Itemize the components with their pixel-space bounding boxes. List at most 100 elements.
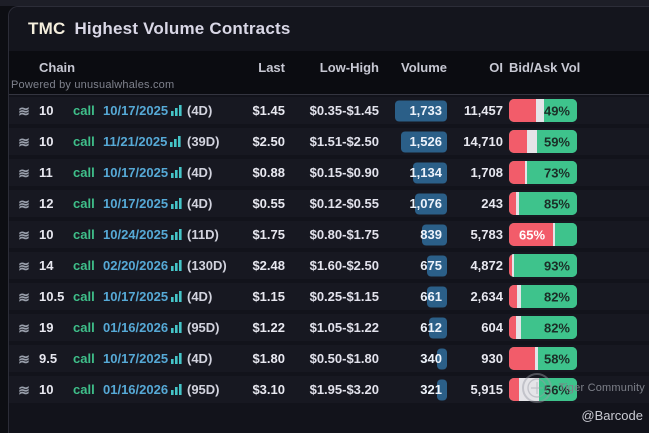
table-row[interactable]: ≋ 10.5 call 10/17/2025 (4D) $1.15 $0.25-… — [9, 283, 649, 310]
column-header-last[interactable]: Last — [258, 59, 285, 75]
days-to-expiry: (4D) — [187, 196, 213, 211]
table-row[interactable]: ≋ 10 call 11/21/2025 (39D) $2.50 $1.51-$… — [9, 128, 649, 155]
powered-by-credit: Powered by unusualwhales.com — [11, 79, 175, 91]
low-high-range: $1.51-$2.50 — [309, 134, 379, 149]
days-to-expiry: (4D) — [187, 165, 213, 180]
chart-icon[interactable] — [170, 136, 181, 147]
chart-icon[interactable] — [171, 322, 182, 333]
neutral-segment — [515, 316, 522, 339]
neutral-segment — [536, 99, 544, 122]
column-header-low-high[interactable]: Low-High — [319, 59, 379, 75]
chart-icon[interactable] — [171, 105, 182, 116]
table-row[interactable]: ≋ 10 call 10/17/2025 (4D) $1.45 $0.35-$1… — [9, 97, 649, 124]
last-price: $2.48 — [252, 258, 285, 273]
neutral-segment — [553, 223, 556, 246]
table-row[interactable]: ≋ 12 call 10/17/2025 (4D) $0.55 $0.12-$0… — [9, 190, 649, 217]
low-high-range: $0.35-$1.45 — [309, 103, 379, 118]
bid-ask-percent-label: 56% — [543, 382, 570, 397]
column-header-volume[interactable]: Volume — [401, 59, 447, 75]
bid-ask-percent-label: 93% — [543, 258, 570, 273]
volume-value: 1,076 — [409, 196, 442, 211]
ask-segment — [536, 130, 577, 153]
days-to-expiry: (39D) — [187, 134, 220, 149]
expiry-date-link[interactable]: 10/17/2025 — [103, 196, 169, 211]
bid-ask-volume-bar: 58% — [509, 347, 577, 370]
expiry-date-link[interactable]: 10/17/2025 — [103, 351, 169, 366]
volume-bar — [422, 224, 447, 245]
ask-segment — [538, 378, 577, 401]
volume-bar — [413, 162, 447, 183]
last-price: $1.22 — [252, 320, 285, 335]
bid-ask-volume-bar: 49% — [509, 99, 577, 122]
last-price: $1.15 — [252, 289, 285, 304]
neutral-segment — [534, 347, 538, 370]
chart-icon[interactable] — [171, 167, 182, 178]
column-header-oi[interactable]: OI — [489, 59, 503, 75]
column-header-bid-ask-vol[interactable]: Bid/Ask Vol — [509, 59, 581, 75]
expiry-date-link[interactable]: 10/17/2025 — [103, 165, 169, 180]
table-row[interactable]: ≋ 10 call 10/24/2025 (11D) $1.75 $0.80-$… — [9, 221, 649, 248]
strike-price: 10 — [39, 382, 54, 397]
chart-icon[interactable] — [171, 229, 182, 240]
expiry-date-link[interactable]: 10/24/2025 — [103, 227, 169, 242]
whale-icon: ≋ — [18, 226, 30, 243]
expiry-date-link[interactable]: 11/21/2025 — [103, 134, 168, 149]
last-price: $3.10 — [252, 382, 285, 397]
option-side-label: call — [73, 289, 95, 304]
whale-icon: ≋ — [18, 381, 30, 398]
volume-bar — [437, 379, 447, 400]
expiry-date-link[interactable]: 10/17/2025 — [103, 103, 169, 118]
ask-segment — [543, 99, 577, 122]
open-interest-value: 2,634 — [470, 289, 503, 304]
days-to-expiry: (130D) — [187, 258, 227, 273]
last-price: $0.88 — [252, 165, 285, 180]
table-row[interactable]: ≋ 10 call 01/16/2026 (95D) $3.10 $1.95-$… — [9, 376, 649, 403]
whale-icon: ≋ — [18, 350, 30, 367]
chart-icon[interactable] — [171, 260, 182, 271]
whale-icon: ≋ — [18, 257, 30, 274]
bid-segment — [509, 130, 528, 153]
page-title: Highest Volume Contracts — [74, 19, 291, 38]
watermark-handle: @Barcode — [581, 408, 643, 423]
bid-ask-percent-label: 59% — [543, 134, 570, 149]
table-row[interactable]: ≋ 9.5 call 10/17/2025 (4D) $1.80 $0.50-$… — [9, 345, 649, 372]
low-high-range: $0.15-$0.90 — [309, 165, 379, 180]
low-high-range: $0.80-$1.75 — [309, 227, 379, 242]
low-high-range: $0.12-$0.55 — [309, 196, 379, 211]
expiry-date-link[interactable]: 10/17/2025 — [103, 289, 169, 304]
chart-icon[interactable] — [171, 353, 182, 364]
bid-ask-percent-label: 85% — [543, 196, 570, 211]
ticker-symbol: TMC — [28, 19, 66, 38]
chart-icon[interactable] — [171, 291, 182, 302]
table-row[interactable]: ≋ 11 call 10/17/2025 (4D) $0.88 $0.15-$0… — [9, 159, 649, 186]
table-header: Chain Last Low-High Volume OI Bid/Ask Vo… — [9, 51, 649, 95]
strike-price: 10.5 — [39, 289, 65, 304]
highest-volume-contracts-panel: TMC Highest Volume Contracts Chain Last … — [8, 6, 649, 433]
whale-icon: ≋ — [18, 195, 30, 212]
bid-ask-volume-bar: 82% — [509, 285, 577, 308]
strike-price: 19 — [39, 320, 54, 335]
expiry-date-link[interactable]: 01/16/2026 — [103, 320, 169, 335]
chart-icon[interactable] — [171, 198, 182, 209]
last-price: $0.55 — [252, 196, 285, 211]
volume-bar — [415, 193, 447, 214]
column-header-chain[interactable]: Chain — [39, 59, 76, 75]
table-row[interactable]: ≋ 14 call 02/20/2026 (130D) $2.48 $1.60-… — [9, 252, 649, 279]
chart-icon[interactable] — [171, 384, 182, 395]
bid-ask-volume-bar: 82% — [509, 316, 577, 339]
low-high-range: $1.05-$1.22 — [309, 320, 379, 335]
panel-titlebar: TMC Highest Volume Contracts — [9, 7, 649, 51]
bid-ask-volume-bar: 65% — [509, 223, 577, 246]
volume-bar — [429, 317, 447, 338]
volume-cell: 839 — [379, 224, 447, 245]
expiry-date-link[interactable]: 02/20/2026 — [103, 258, 169, 273]
whale-icon: ≋ — [18, 288, 30, 305]
bid-ask-percent-label: 82% — [543, 289, 570, 304]
option-side-label: call — [73, 320, 95, 335]
volume-value: 1,134 — [409, 165, 442, 180]
last-price: $1.80 — [252, 351, 285, 366]
expiry-date-link[interactable]: 01/16/2026 — [103, 382, 169, 397]
bid-segment — [509, 378, 519, 401]
table-row[interactable]: ≋ 19 call 01/16/2026 (95D) $1.22 $1.05-$… — [9, 314, 649, 341]
bid-ask-percent-label: 73% — [543, 165, 570, 180]
